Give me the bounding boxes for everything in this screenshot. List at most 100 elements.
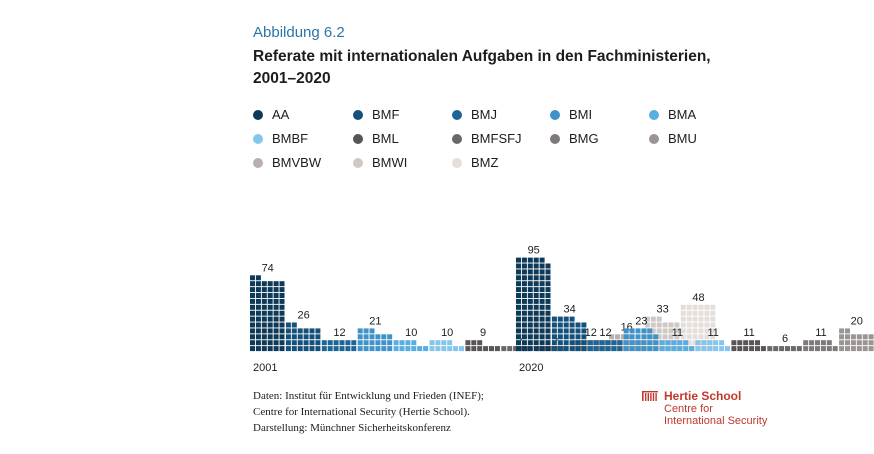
waffle-cell: [521, 263, 527, 269]
waffle-cell: [279, 287, 285, 293]
waffle-cell: [250, 334, 255, 340]
legend-item-bmf: BMF: [353, 107, 399, 123]
waffle-cell: [692, 316, 698, 322]
waffle-cell: [767, 346, 773, 352]
waffle-cell: [575, 340, 581, 346]
waffle-cell: [267, 316, 273, 322]
waffle-cell: [686, 304, 692, 310]
waffle-cell: [581, 346, 587, 352]
waffle-cell: [545, 310, 551, 316]
waffle-cell: [545, 328, 551, 334]
data-label-2001-bma: 10: [405, 327, 417, 339]
waffle-cell: [447, 340, 453, 346]
waffle-cell: [587, 340, 593, 346]
waffle-cell: [539, 293, 545, 298]
data-label-2001-bml: 9: [480, 327, 486, 339]
waffle-cell: [261, 281, 267, 287]
waffle-cell: [692, 346, 698, 352]
waffle-cell: [309, 340, 315, 346]
waffle-cell: [381, 346, 387, 352]
waffle-bar-2001-bml: [465, 340, 500, 352]
year-label-2020: 2020: [519, 362, 544, 374]
waffle-cell: [632, 346, 638, 352]
waffle-cell: [674, 328, 680, 334]
waffle-cell: [279, 281, 285, 287]
waffle-cell: [267, 328, 273, 334]
waffle-cell: [250, 298, 255, 304]
waffle-cell: [539, 346, 545, 352]
waffle-cell: [845, 340, 850, 346]
waffle-cell: [593, 346, 599, 352]
waffle-cell: [483, 346, 489, 352]
waffle-cell: [369, 346, 375, 352]
waffle-cell: [626, 334, 632, 340]
waffle-cell: [533, 269, 539, 275]
waffle-cell: [656, 322, 662, 328]
legend-item-bmg: BMG: [550, 131, 599, 147]
waffle-cell: [662, 322, 668, 328]
waffle-cell: [291, 346, 297, 352]
waffle-cell: [862, 340, 868, 346]
waffle-cell: [653, 340, 659, 346]
legend-item-aa: AA: [253, 107, 289, 123]
waffle-cell: [539, 257, 545, 263]
waffle-cell: [623, 328, 629, 334]
waffle-cell: [692, 340, 698, 346]
waffle-cell: [417, 346, 423, 352]
waffle-cell: [680, 328, 686, 334]
waffle-cell: [261, 293, 267, 298]
waffle-cell: [569, 334, 575, 340]
waffle-cell: [557, 328, 563, 334]
waffle-cell: [713, 340, 719, 346]
waffle-cell: [845, 328, 850, 334]
waffle-cell: [803, 340, 809, 346]
waffle-cell: [674, 346, 680, 352]
waffle-cell: [629, 328, 635, 334]
waffle-cell: [250, 346, 255, 352]
waffle-cell: [659, 340, 665, 346]
waffle-cell: [704, 316, 710, 322]
waffle-cell: [267, 281, 273, 287]
data-label-2001-bmi: 21: [369, 315, 381, 327]
waffle-cell: [521, 281, 527, 287]
waffle-cell: [387, 340, 393, 346]
waffle-cell: [459, 346, 464, 352]
waffle-cell: [477, 346, 483, 352]
waffle-cell: [698, 334, 704, 340]
waffle-cell: [539, 281, 545, 287]
waffle-cell: [521, 328, 527, 334]
waffle-cell: [255, 287, 261, 293]
waffle-cell: [602, 340, 608, 346]
waffle-cell: [743, 346, 749, 352]
waffle-cell: [850, 334, 856, 340]
data-label-2020-bmj: 12: [599, 327, 611, 339]
waffle-bar-2020-bmi: [623, 328, 659, 352]
waffle-cell: [710, 346, 716, 352]
waffle-cell: [489, 346, 494, 352]
waffle-cell: [680, 310, 686, 316]
waffle-cell: [267, 298, 273, 304]
waffle-cell: [620, 334, 626, 340]
waffle-cell: [839, 334, 845, 340]
legend-swatch: [550, 134, 560, 144]
waffle-cell: [749, 340, 755, 346]
waffle-cell: [760, 346, 766, 352]
waffle-cell: [850, 340, 856, 346]
waffle-cell: [596, 340, 602, 346]
waffle-cell: [656, 316, 662, 322]
waffle-cell: [527, 293, 533, 298]
waffle-cell: [557, 322, 563, 328]
waffle-cell: [315, 334, 321, 340]
source-note: Daten: Institut für Entwicklung und Frie…: [253, 388, 484, 436]
waffle-cell: [255, 340, 261, 346]
waffle-cell: [250, 328, 255, 334]
waffle-cell: [250, 293, 255, 298]
figure-label: Abbildung 6.2: [253, 24, 345, 41]
waffle-cell: [533, 322, 539, 328]
waffle-bar-2001-bmj: [321, 340, 357, 352]
waffle-cell: [569, 316, 575, 322]
waffle-cell: [375, 346, 381, 352]
waffle-cell: [279, 304, 285, 310]
waffle-cell: [695, 346, 701, 352]
waffle-cell: [839, 346, 845, 352]
